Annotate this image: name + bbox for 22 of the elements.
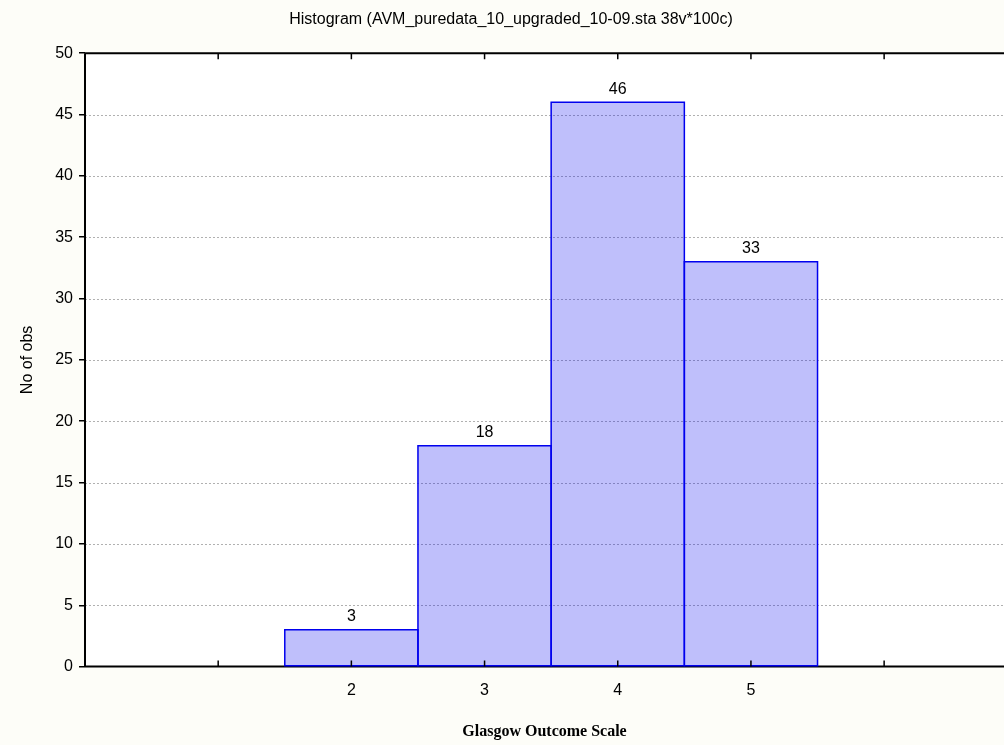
y-tick-label: 20 bbox=[55, 411, 74, 429]
chart-title: Histogram (AVM_puredata_10_upgraded_10-09.sta 38v*100c) bbox=[289, 10, 733, 29]
y-tick-label: 35 bbox=[55, 227, 74, 245]
y-tick-label: 10 bbox=[55, 534, 74, 552]
y-tick-label: 0 bbox=[64, 657, 74, 675]
data-label: 3 bbox=[346, 607, 356, 625]
x-tick-label: 4 bbox=[613, 680, 623, 698]
y-tick-label: 45 bbox=[55, 104, 74, 122]
data-label: 33 bbox=[742, 239, 760, 257]
y-tick-label: 40 bbox=[55, 166, 74, 184]
data-label: 18 bbox=[475, 423, 494, 441]
y-axis-title: No of obs bbox=[18, 325, 36, 395]
x-tick-label: 5 bbox=[746, 680, 756, 698]
x-tick-label: 2 bbox=[346, 680, 356, 698]
y-tick-label: 25 bbox=[55, 350, 74, 368]
x-tick-label: 3 bbox=[480, 680, 490, 698]
x-axis-title: Glasgow Outcome Scale bbox=[462, 721, 627, 740]
y-tick-label: 15 bbox=[55, 472, 74, 490]
data-label: 46 bbox=[608, 79, 627, 97]
y-tick-label: 30 bbox=[55, 288, 74, 306]
y-tick-label: 5 bbox=[64, 595, 74, 613]
y-tick-label: 50 bbox=[55, 43, 74, 61]
